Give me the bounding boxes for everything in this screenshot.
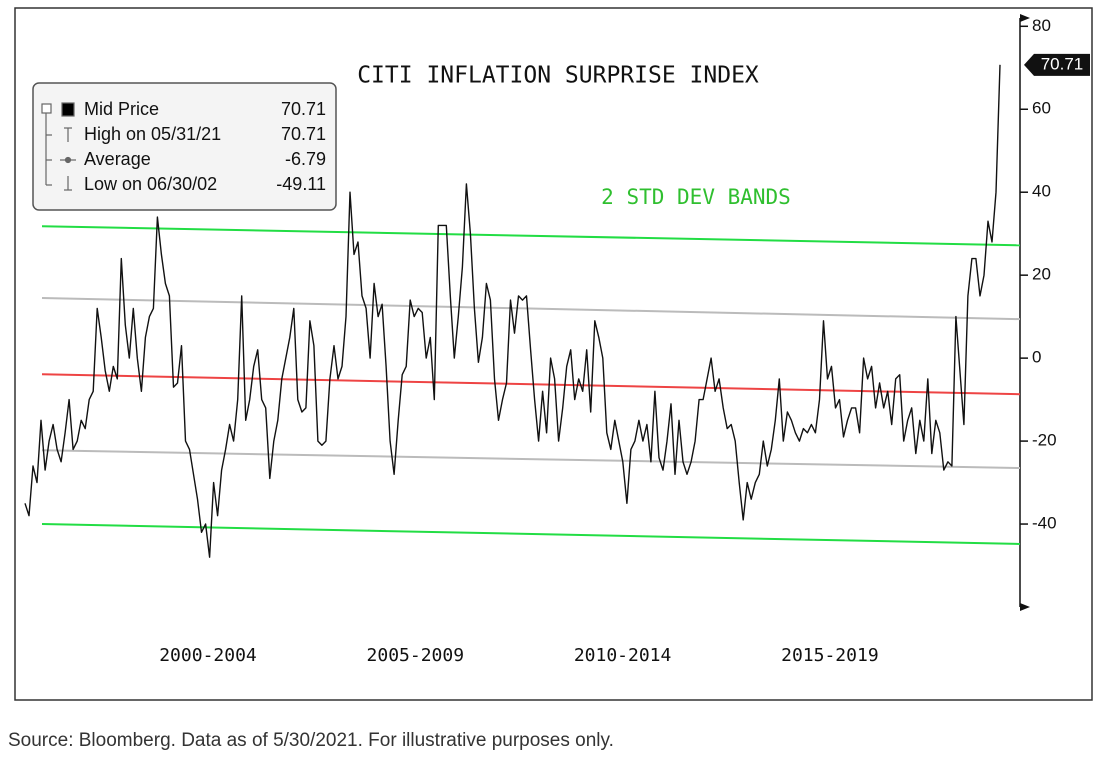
chart-title: CITI INFLATION SURPRISE INDEX <box>357 63 759 89</box>
y-tick-label: 40 <box>1032 182 1051 201</box>
legend-value: -6.79 <box>285 149 326 169</box>
x-period-label: 2005-2009 <box>367 645 465 666</box>
y-tick-label: -20 <box>1032 431 1057 450</box>
x-period-label: 2010-2014 <box>574 645 672 666</box>
legend-value: 70.71 <box>281 99 326 119</box>
x-period-label: 2000-2004 <box>159 645 257 666</box>
annotation: 2 STD DEV BANDS <box>601 185 791 209</box>
y-tick-label: -40 <box>1032 514 1057 533</box>
last-value-tag <box>1024 53 1090 76</box>
y-tick-label: 80 <box>1032 16 1051 35</box>
source-note: Source: Bloomberg. Data as of 5/30/2021.… <box>8 730 614 751</box>
y-tick-label: 0 <box>1032 348 1041 367</box>
band-line <box>41 373 1021 396</box>
band-line <box>41 523 1021 545</box>
legend-box <box>32 82 337 211</box>
legend-label: Average <box>84 149 151 169</box>
last-value-label: 70.71 <box>1041 54 1084 73</box>
legend-label: Low on 06/30/02 <box>84 174 217 194</box>
series-line <box>24 64 1001 558</box>
y-tick-label: 20 <box>1032 265 1051 284</box>
plot <box>24 64 1021 558</box>
legend-label: Mid Price <box>84 99 159 119</box>
y-tick-label: 60 <box>1032 99 1051 118</box>
band-line <box>41 449 1021 470</box>
band-line <box>41 296 1021 321</box>
legend-icons <box>41 102 76 191</box>
legend-value: 70.71 <box>281 124 326 144</box>
x-period-label: 2015-2019 <box>781 645 879 666</box>
legend-value: -49.11 <box>276 174 326 194</box>
legend-label: High on 05/31/21 <box>84 124 221 144</box>
band-line <box>41 225 1021 247</box>
